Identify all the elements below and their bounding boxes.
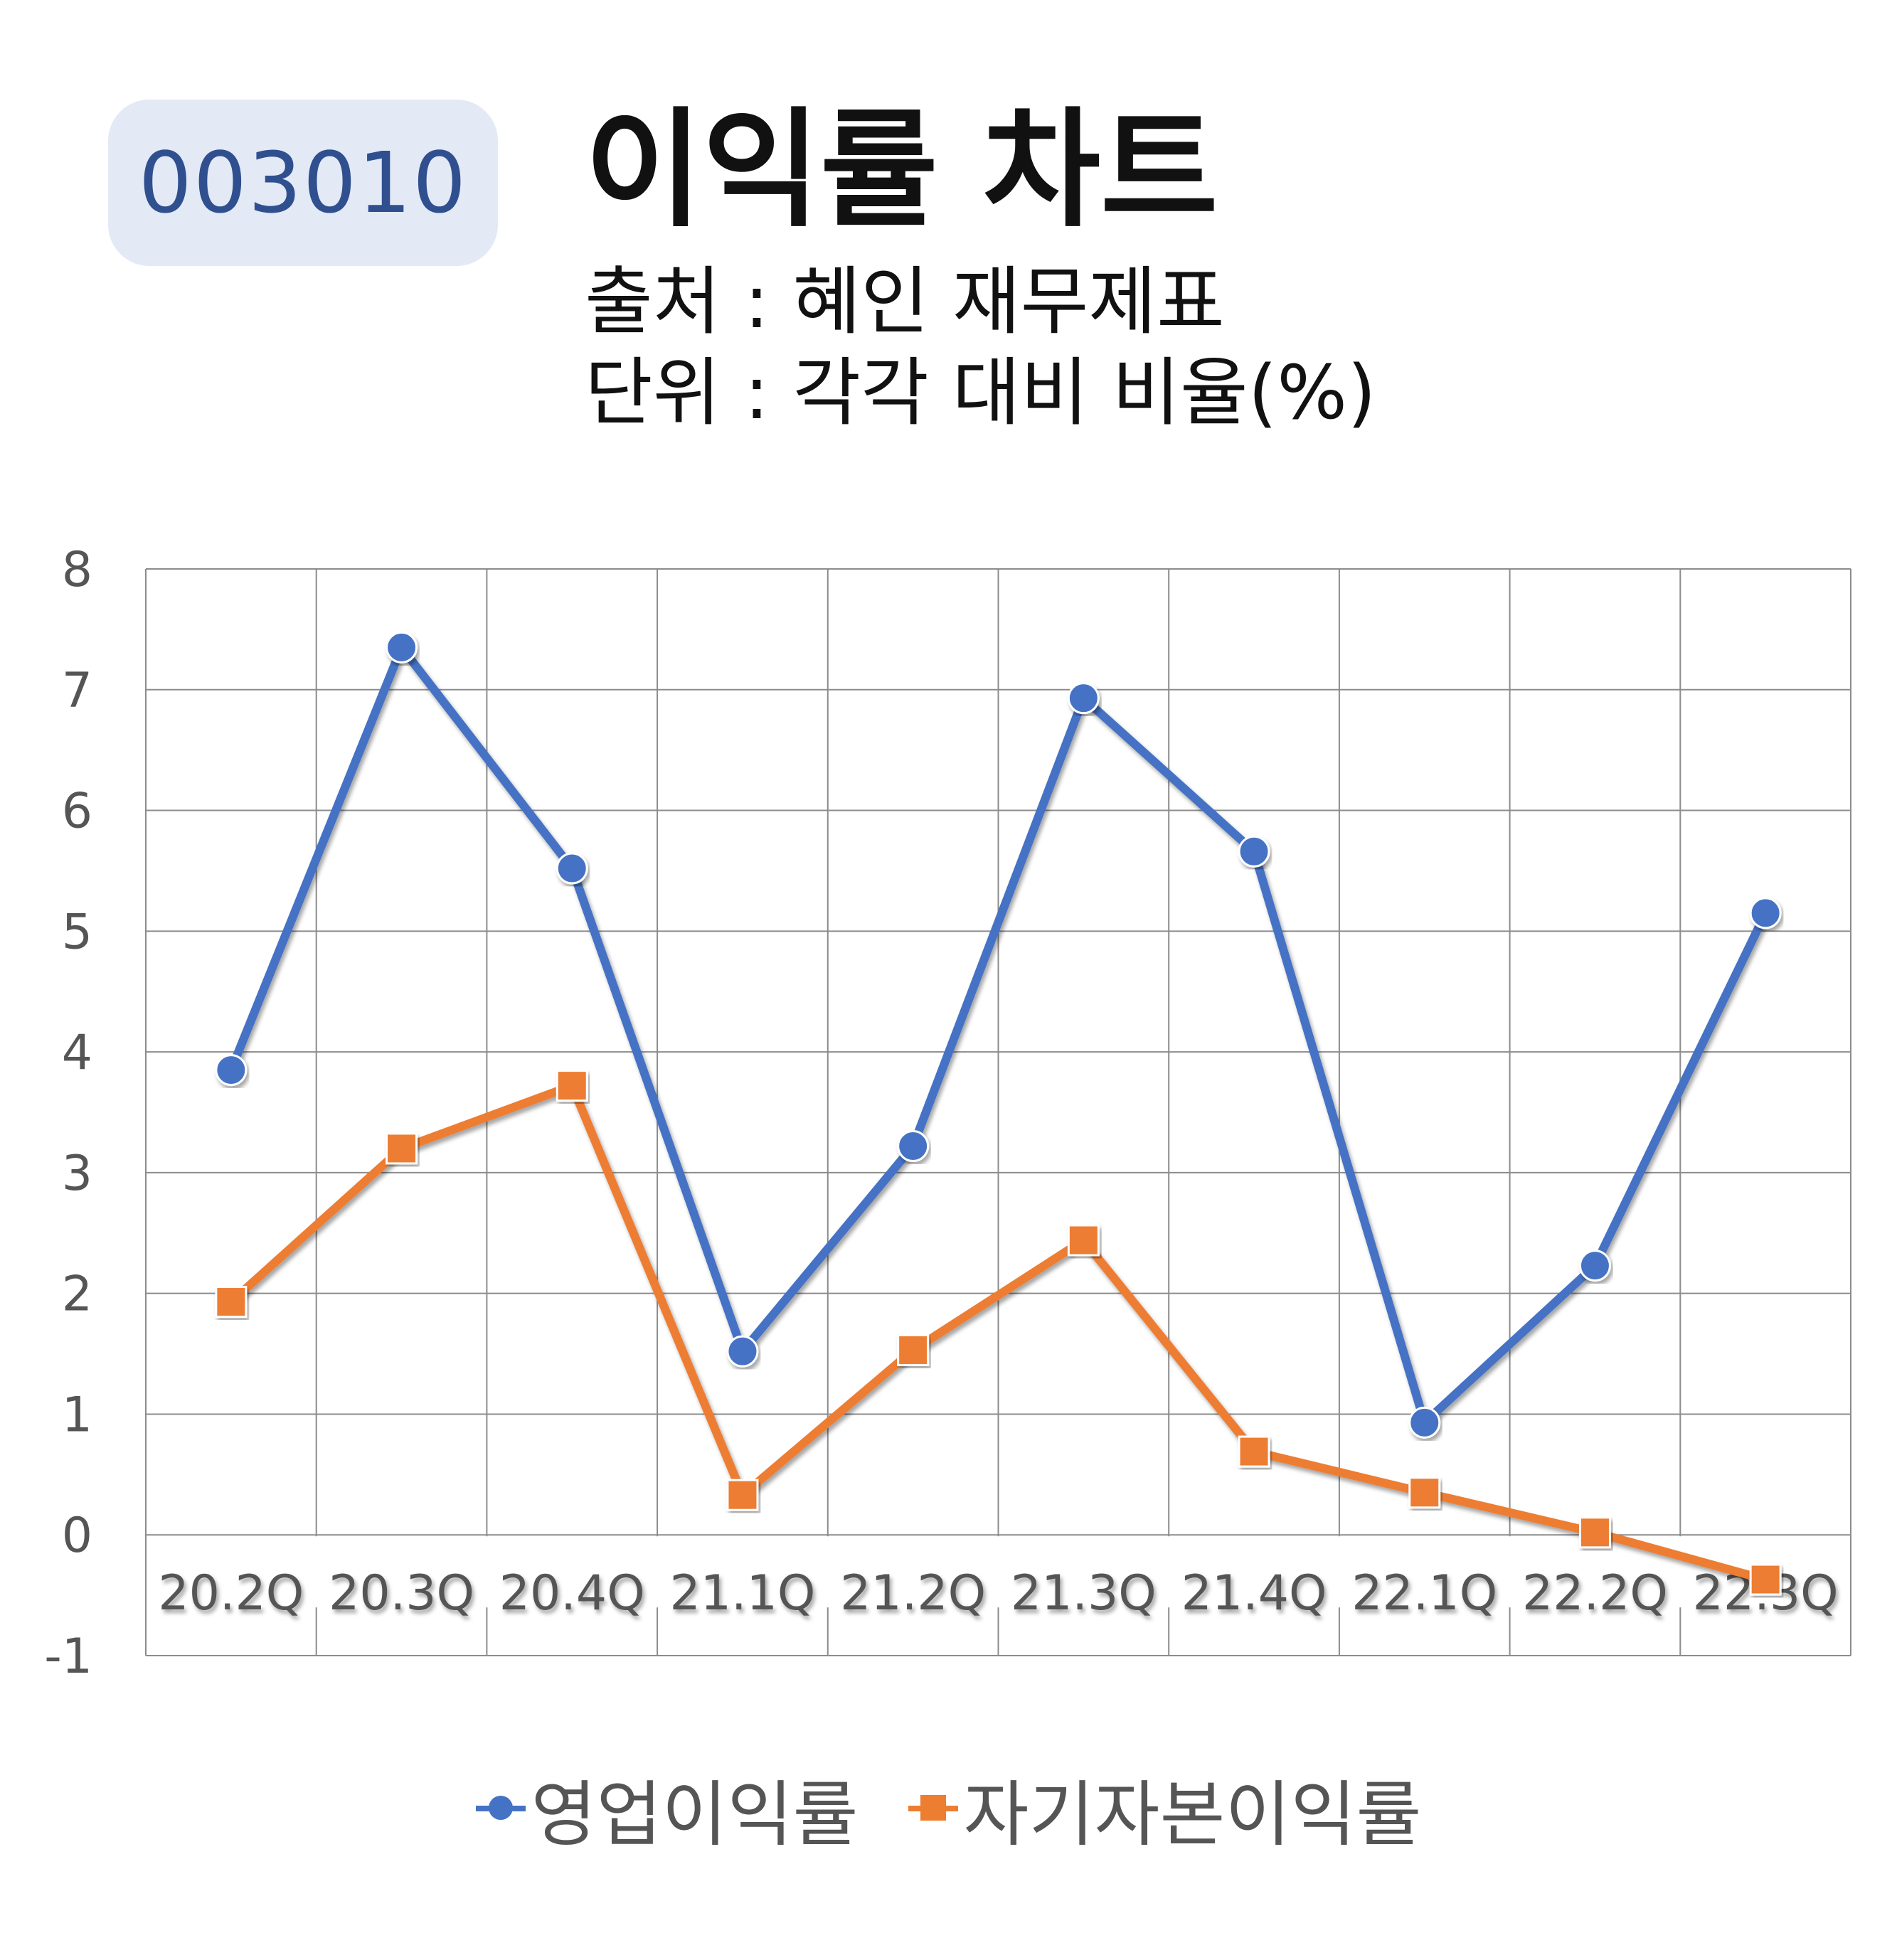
x-tick-label: 22.1Q xyxy=(1351,1565,1497,1621)
legend-item: 영업이익률 xyxy=(475,1757,859,1860)
series-1-point xyxy=(386,631,418,664)
x-tick-label: 20.2Q xyxy=(158,1565,304,1621)
y-tick-label: 0 xyxy=(62,1508,92,1564)
category-label-band xyxy=(147,1536,1849,1608)
legend: 영업이익률 자기자본이익률 xyxy=(0,1757,1897,1860)
y-tick-label: 5 xyxy=(62,904,92,960)
series-1-point xyxy=(1238,835,1270,868)
x-tick-label: 21.4Q xyxy=(1181,1565,1327,1621)
unit-line: 단위 : 각각 대비 비율(%) xyxy=(585,349,1376,436)
legend-label: 영업이익률 xyxy=(531,1773,859,1856)
y-tick-label: 1 xyxy=(62,1387,92,1443)
series-2-point xyxy=(897,1333,930,1366)
series-2-point xyxy=(1408,1476,1441,1509)
series-2-point xyxy=(1067,1224,1100,1257)
y-tick-label: 6 xyxy=(62,784,92,840)
chart-title: 이익률 차트 xyxy=(585,96,1218,245)
x-tick-label: 21.2Q xyxy=(840,1565,986,1621)
series-2-point xyxy=(556,1070,588,1102)
x-tick-label: 20.4Q xyxy=(499,1565,645,1621)
series-1-point xyxy=(726,1335,759,1368)
legend-marker-icon xyxy=(908,1794,958,1823)
series-line-2 xyxy=(228,1081,1767,1584)
series-1-point xyxy=(556,852,588,885)
series-1-point xyxy=(1408,1406,1441,1439)
source-line: 출처 : 혜인 재무제표 xyxy=(585,258,1225,345)
y-tick-label: 7 xyxy=(62,663,92,719)
y-tick-label: 4 xyxy=(62,1025,92,1081)
y-tick-label: 3 xyxy=(62,1146,92,1202)
y-tick-label: -1 xyxy=(44,1629,92,1685)
y-tick-label: 2 xyxy=(62,1267,92,1323)
series-1-point xyxy=(1749,897,1782,930)
stock-code: 003010 xyxy=(138,134,468,232)
series-line-1 xyxy=(227,643,1770,1427)
legend-label: 자기자본이익률 xyxy=(963,1773,1422,1856)
stock-code-badge: 003010 xyxy=(108,100,498,266)
gridlines xyxy=(145,568,1851,1656)
legend-item: 자기자본이익률 xyxy=(908,1757,1422,1860)
x-tick-label: 22.2Q xyxy=(1522,1565,1668,1621)
series-2-point xyxy=(726,1479,759,1511)
series-1-point xyxy=(1067,682,1100,715)
x-tick-label: 20.3Q xyxy=(329,1565,474,1621)
series-2-point xyxy=(1749,1563,1782,1596)
series-1-point xyxy=(215,1054,248,1087)
legend-marker-icon xyxy=(475,1794,526,1823)
series xyxy=(215,631,1782,1596)
x-tick-label: 21.3Q xyxy=(1011,1565,1157,1621)
series-1-point xyxy=(1578,1250,1611,1282)
x-tick-label: 21.1Q xyxy=(669,1565,815,1621)
axis-labels: 8 7 6 5 4 3 2 1 0 -1 20.2Q 20.3Q 20.4Q 21.1Q 21.2Q 21.3… xyxy=(44,542,1838,1685)
series-1-point xyxy=(897,1130,930,1163)
series-2-point xyxy=(1578,1516,1611,1549)
series-2-point xyxy=(1238,1435,1270,1468)
series-2-point xyxy=(215,1286,248,1319)
series-2-point xyxy=(386,1132,418,1165)
y-tick-label: 8 xyxy=(62,542,92,598)
